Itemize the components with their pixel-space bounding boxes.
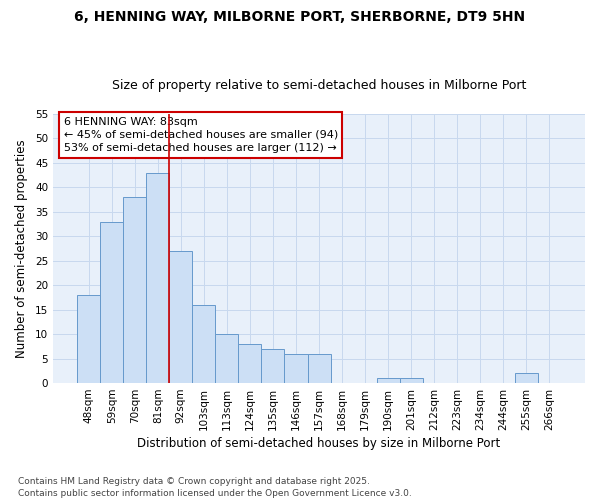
Bar (123, 197, 146, 383)
Bar (100, 222, 123, 383)
X-axis label: Distribution of semi-detached houses by size in Milborne Port: Distribution of semi-detached houses by … (137, 437, 500, 450)
Bar (77, 295, 100, 383)
Bar (515, 374, 538, 383)
Bar (377, 378, 400, 383)
Bar (238, 344, 262, 383)
Text: 6 HENNING WAY: 83sqm
← 45% of semi-detached houses are smaller (94)
53% of semi-: 6 HENNING WAY: 83sqm ← 45% of semi-detac… (64, 116, 338, 153)
Bar (308, 354, 331, 383)
Bar (400, 378, 422, 383)
Bar (146, 172, 169, 383)
Bar (284, 354, 308, 383)
Bar (262, 349, 284, 383)
Text: Contains HM Land Registry data © Crown copyright and database right 2025.
Contai: Contains HM Land Registry data © Crown c… (18, 476, 412, 498)
Bar (215, 334, 238, 383)
Title: Size of property relative to semi-detached houses in Milborne Port: Size of property relative to semi-detach… (112, 79, 526, 92)
Y-axis label: Number of semi-detached properties: Number of semi-detached properties (15, 139, 28, 358)
Bar (193, 305, 215, 383)
Bar (169, 251, 193, 383)
Text: 6, HENNING WAY, MILBORNE PORT, SHERBORNE, DT9 5HN: 6, HENNING WAY, MILBORNE PORT, SHERBORNE… (74, 10, 526, 24)
